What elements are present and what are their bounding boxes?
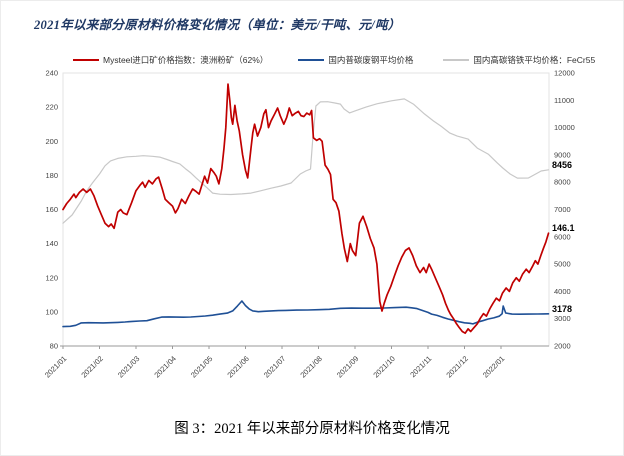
right-axis-tick-label: 8000: [554, 178, 571, 187]
left-axis-tick-label: 100: [45, 307, 58, 316]
legend-label-scrap-steel: 国内普碳废钢平均价格: [328, 55, 414, 65]
right-axis-tick-label: 9000: [554, 150, 571, 159]
left-axis-tick-label: 120: [45, 273, 58, 282]
x-tick-label: 2022/01: [481, 354, 507, 380]
legend-item-scrap-steel: 国内普碳废钢平均价格: [298, 54, 413, 66]
right-axis-tick-label: 2000: [554, 342, 571, 351]
right-axis-tick-label: 10000: [554, 123, 575, 132]
price-line-chart: 2021/01 2021/02 2021/03 2021/04 2021/05 2021/…: [43, 69, 575, 380]
x-tick-label: 2021/08: [298, 354, 324, 380]
right-axis-tick-label: 6000: [554, 232, 571, 241]
left-axis-tick-label: 80: [50, 342, 58, 351]
right-axis-tick-label: 11000: [554, 96, 574, 105]
right-axis-tick-label: 4000: [554, 287, 571, 296]
left-axis-tick-label: 180: [45, 171, 58, 180]
legend-item-ferrochrome: 国内高碳铬铁平均价格：FeCr55: [443, 54, 595, 66]
end-value-label-iron-ore-index: 146.1: [552, 223, 575, 233]
x-tick-label: 2021/04: [152, 354, 178, 380]
legend-label-iron-ore: Mysteel进口矿价格指数：澳洲粉矿（62%）: [103, 55, 269, 65]
left-axis-tick-label: 140: [45, 239, 58, 248]
right-axis-tick-label: 3000: [554, 314, 571, 323]
x-tick-label: 2021/06: [225, 354, 251, 380]
right-axis-tick-label: 7000: [554, 205, 571, 214]
legend-item-iron-ore: Mysteel进口矿价格指数：澳洲粉矿（62%）: [73, 54, 268, 66]
x-tick-label: 2021/07: [262, 354, 288, 380]
series-line-ferrochrome: [62, 98, 550, 224]
x-tick-label: 2021/10: [371, 354, 397, 380]
x-tick-label: 2021/01: [43, 354, 69, 380]
series-line-iron-ore-index: [62, 83, 550, 335]
right-axis-tick-label: 5000: [554, 260, 571, 269]
right-axis-tick-label: 12000: [554, 69, 575, 78]
x-tick-label: 2021/05: [189, 354, 215, 380]
page-title: 2021年以来部分原材料价格变化情况（单位：美元/干吨、元/吨）: [34, 18, 401, 32]
scrap-steel-line-swatch: [298, 59, 325, 61]
x-tick-label: 2021/03: [116, 354, 142, 380]
ferrochrome-line-swatch: [443, 59, 470, 61]
end-value-label-ferrochrome: 8456: [552, 160, 572, 170]
x-tick-label: 2021/09: [335, 354, 361, 380]
x-tick-label: 2021/02: [79, 354, 105, 380]
legend-label-ferrochrome: 国内高碳铬铁平均价格：FeCr55: [473, 55, 596, 65]
chart-legend: Mysteel进口矿价格指数：澳洲粉矿（62%） 国内普碳废钢平均价格 国内高碳…: [73, 54, 603, 66]
left-axis-tick-label: 220: [45, 103, 58, 112]
left-axis-tick-label: 200: [45, 137, 58, 146]
series-line-scrap-steel: [62, 300, 550, 328]
x-tick-label: 2021/11: [408, 354, 433, 379]
figure-caption: 图 3：2021 年以来部分原材料价格变化情况: [174, 421, 450, 437]
left-axis-tick-label: 240: [45, 69, 58, 78]
left-axis-tick-label: 160: [45, 205, 58, 214]
x-tick-label: 2021/12: [444, 354, 470, 380]
end-value-label-scrap-steel: 3178: [552, 304, 572, 314]
iron-ore-line-swatch: [73, 59, 99, 61]
